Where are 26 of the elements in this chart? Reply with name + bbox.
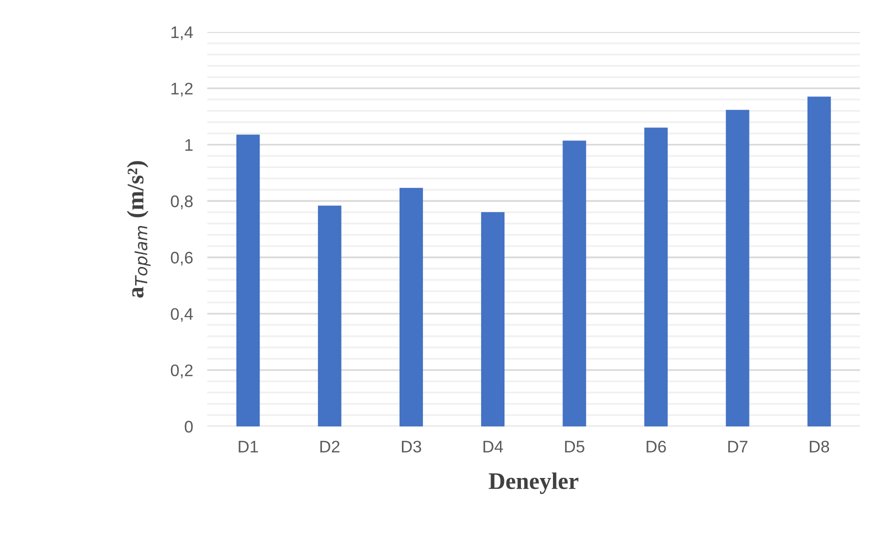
y-tick-label: 0,4 (170, 308, 193, 322)
y-tick-label: 1,4 (171, 26, 193, 40)
y-tick-label: 1,2 (171, 82, 193, 96)
bar (236, 134, 260, 426)
bar (726, 110, 750, 426)
x-tick-label: D5 (565, 440, 584, 453)
x-tick-label: D2 (320, 440, 340, 452)
bar (807, 96, 831, 426)
bar (481, 212, 505, 426)
bar (562, 140, 586, 426)
bar (644, 128, 668, 426)
x-tick-label: D4 (484, 440, 503, 452)
x-tick-label: D3 (402, 440, 422, 453)
x-tick-label: D8 (810, 440, 830, 453)
x-tick-label: D7 (728, 440, 748, 452)
y-tick-label: 0 (184, 420, 193, 433)
bar (400, 188, 423, 426)
y-tick-label: 0,6 (170, 252, 193, 266)
x-axis-title: Deneyler (488, 472, 578, 494)
x-tick-label: D6 (646, 440, 666, 453)
y-tick-label: 0,2 (170, 364, 193, 378)
y-tick-label: 1 (185, 139, 193, 151)
y-tick-label: 0,8 (170, 195, 193, 210)
y-axis-title: a$_{Toplam}$ (m/s²) (126, 161, 151, 298)
bar (318, 206, 342, 426)
x-tick-label: D1 (238, 440, 258, 452)
